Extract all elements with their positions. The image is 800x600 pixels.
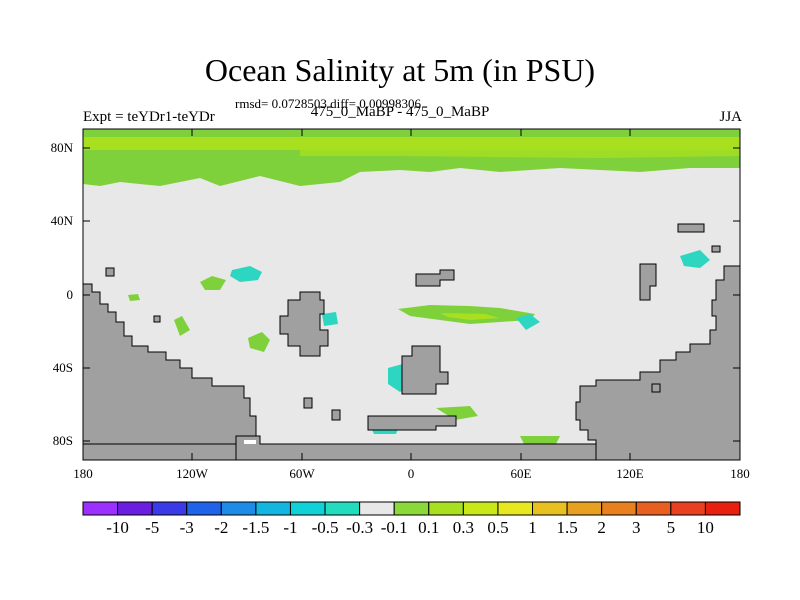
colorbar-label: -10 <box>106 518 129 537</box>
colorbar-swatch <box>255 501 291 516</box>
y-tick-label: 0 <box>66 287 74 302</box>
west-atlantic-patch <box>322 312 338 326</box>
colorbar-label: -0.5 <box>311 518 339 537</box>
colorbar-label: -2 <box>214 518 229 537</box>
colorbar-label: 0.3 <box>452 518 474 537</box>
x-tick-label: 60E <box>510 466 532 481</box>
antarctica-white-edge <box>244 440 256 444</box>
south-island-land <box>367 415 457 431</box>
colorbar-swatch <box>324 501 361 516</box>
colorbar-swatch <box>497 501 534 516</box>
experiment-label: Expt = teYDr1-teYDr <box>83 109 215 125</box>
colorbar-swatch <box>186 501 222 516</box>
colorbar-swatch <box>566 501 603 516</box>
pacific-small-patch <box>128 294 140 301</box>
colorbar-swatch <box>428 501 464 516</box>
americas-land <box>82 283 257 445</box>
pacific-negative-patch <box>230 266 262 282</box>
colorbar-swatch <box>532 501 568 516</box>
pacific-positive-patch-1 <box>200 276 226 290</box>
x-tick-label: 0 <box>407 466 415 481</box>
x-tick-marks <box>191 129 631 460</box>
indian-negative-patch <box>680 250 710 268</box>
small-island-2 <box>303 397 313 409</box>
colorbar-swatch <box>220 501 257 516</box>
pacific-positive-patch-3 <box>248 332 270 352</box>
small-island-7 <box>651 383 661 393</box>
stats-text: rmsd= 0.0728503 diff= 0.00998306 <box>235 96 421 111</box>
colorbar-swatch <box>359 501 395 516</box>
colorbar-label: -1 <box>283 518 298 537</box>
europe-island-land <box>415 269 455 287</box>
season-label: JJA <box>719 109 742 125</box>
south-american-tip <box>82 443 237 461</box>
colorbar-swatch <box>462 501 499 516</box>
colorbar-label: -1.5 <box>242 518 270 537</box>
pacific-positive-patch-2 <box>174 316 190 336</box>
y-tick-label: 40S <box>52 360 73 375</box>
colorbar-swatch <box>393 501 430 516</box>
y-tick-label: 80S <box>52 433 73 448</box>
southern-positive-patch <box>436 406 478 420</box>
arctic-band-medium <box>83 137 740 150</box>
colorbar-label: 1 <box>528 518 537 537</box>
colorbar-swatch <box>601 501 637 516</box>
colorbar-swatch <box>635 501 672 516</box>
colorbar-label: -0.3 <box>346 518 374 537</box>
small-island-5 <box>153 315 161 323</box>
period-label: 475_0_MaBP - 475_0_MaBP <box>310 104 490 120</box>
colorbar <box>82 501 741 516</box>
south-positive-patch <box>520 436 560 444</box>
atlantic-positive-core <box>440 313 500 320</box>
colorbar-label: 0.5 <box>487 518 509 537</box>
colorbar-swatch <box>704 501 741 516</box>
colorbar-label: 0.1 <box>418 518 440 537</box>
colorbar-label: -5 <box>145 518 160 537</box>
central-land <box>401 345 449 395</box>
colorbar-swatch <box>117 501 153 516</box>
asia-australia-land <box>575 265 741 461</box>
pacific-islands-land <box>639 263 657 301</box>
colorbar-swatch <box>82 501 119 516</box>
colorbar-label: 3 <box>632 518 641 537</box>
chart-title: Ocean Salinity at 5m (in PSU) <box>204 52 596 88</box>
colorbar-label: 1.5 <box>556 518 578 537</box>
x-tick-label: 60W <box>289 466 315 481</box>
colorbar-label: -0.1 <box>380 518 408 537</box>
x-tick-label: 180 <box>73 466 93 481</box>
arctic-band-medium-2 <box>300 150 740 158</box>
small-island-6 <box>711 245 721 253</box>
africa-land <box>279 291 329 357</box>
y-tick-label: 80N <box>50 140 73 155</box>
colorbar-swatch <box>151 501 188 516</box>
small-island-4 <box>105 267 115 277</box>
colorbar-label: 5 <box>666 518 676 537</box>
east-atlantic-patch <box>516 314 540 330</box>
y-tick-label: 40N <box>50 213 73 228</box>
colorbar-swatch <box>670 501 706 516</box>
y-tick-marks <box>83 147 740 442</box>
colorbar-label: -3 <box>179 518 194 537</box>
x-tick-label: 120E <box>616 466 644 481</box>
x-tick-label: 180 <box>730 466 750 481</box>
small-island-3 <box>331 409 341 421</box>
colorbar-label: 2 <box>597 518 606 537</box>
colorbar-label: 10 <box>696 518 714 537</box>
small-island-1 <box>677 223 705 233</box>
x-tick-label: 120W <box>176 466 208 481</box>
colorbar-swatch <box>289 501 326 516</box>
